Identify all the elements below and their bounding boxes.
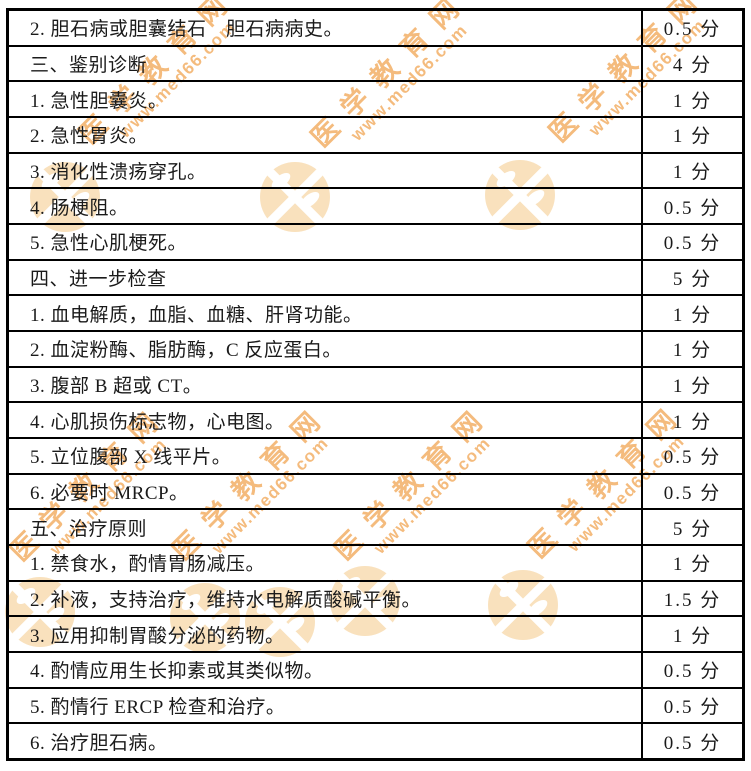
score-value: 1 分 (641, 296, 742, 331)
criterion-text: 1. 急性胆囊炎。 (30, 90, 168, 112)
section-row: 四、进一步检查 5 分 (9, 260, 742, 297)
table-row: 6. 必要时 MRCP。 0.5 分 (9, 474, 742, 511)
criterion-text: 三、鉴别诊断 (30, 55, 148, 76)
criterion-text: 2. 血淀粉酶、脂肪酶，C 反应蛋白。 (30, 340, 342, 362)
table-row: 2. 补液，支持治疗，维持水电解质酸碱平衡。 1.5 分 (9, 581, 742, 618)
criterion-text: 2. 补液，支持治疗，维持水电解质酸碱平衡。 (30, 590, 422, 612)
score-value: 4 分 (641, 46, 742, 81)
criterion-text: 3. 应用抑制胃酸分泌的药物。 (30, 625, 285, 647)
criterion-text: 3. 腹部 B 超或 CT。 (30, 376, 203, 398)
score-value: 1 分 (641, 332, 742, 366)
table-row: 1. 血电解质，血脂、血糖、肝肾功能。 1 分 (9, 296, 742, 333)
criterion-text: 4. 肠梗阻。 (30, 197, 129, 219)
score-value: 0.5 分 (641, 653, 742, 687)
score-value: 1 分 (641, 546, 742, 580)
table-row: 1. 急性胆囊炎。 1 分 (9, 82, 742, 119)
score-value: 0.5 分 (641, 11, 742, 45)
score-value: 1 分 (641, 118, 742, 152)
table-row: 2. 血淀粉酶、脂肪酶，C 反应蛋白。 1 分 (9, 332, 742, 368)
criterion-text: 1. 血电解质，血脂、血糖、肝肾功能。 (30, 304, 363, 326)
score-table: 2. 胆石病或胆囊结石 胆石病病史。 0.5 分 三、鉴别诊断 4 分 1. 急… (6, 8, 745, 761)
table-row: 4. 肠梗阻。 0.5 分 (9, 189, 742, 226)
table-row: 3. 应用抑制胃酸分泌的药物。 1 分 (9, 617, 742, 654)
score-value: 5 分 (641, 510, 742, 545)
criterion-text: 1. 禁食水，酌情胃肠减压。 (30, 554, 266, 576)
table-row: 6. 治疗胆石病。 0.5 分 (9, 724, 742, 759)
score-value: 1.5 分 (641, 581, 742, 616)
score-value: 1 分 (641, 367, 742, 402)
table-row: 2. 急性胃炎。 1 分 (9, 118, 742, 154)
table-row: 4. 心肌损伤标志物，心电图。 1 分 (9, 403, 742, 440)
table-row: 2. 胆石病或胆囊结石 胆石病病史。 0.5 分 (9, 11, 742, 47)
score-value: 0.5 分 (641, 189, 742, 224)
criterion-text: 4. 酌情应用生长抑素或其类似物。 (30, 661, 324, 683)
section-row: 三、鉴别诊断 4 分 (9, 46, 742, 83)
table-row: 3. 消化性溃疡穿孔。 1 分 (9, 153, 742, 190)
score-value: 0.5 分 (641, 474, 742, 509)
score-value: 1 分 (641, 617, 742, 652)
criterion-text: 5. 急性心肌梗死。 (30, 233, 188, 255)
criterion-text: 2. 胆石病或胆囊结石 胆石病病史。 (30, 19, 344, 41)
section-row: 五、治疗原则 5 分 (9, 510, 742, 547)
table-row: 1. 禁食水，酌情胃肠减压。 1 分 (9, 546, 742, 582)
score-value: 0.5 分 (641, 225, 742, 259)
criterion-text: 6. 必要时 MRCP。 (30, 483, 189, 505)
criterion-text: 5. 酌情行 ERCP 检查和治疗。 (30, 697, 286, 719)
score-value: 1 分 (641, 153, 742, 188)
score-value: 0.5 分 (641, 439, 742, 473)
score-value: 0.5 分 (641, 688, 742, 723)
score-value: 5 分 (641, 260, 742, 295)
score-value: 1 分 (641, 82, 742, 117)
criterion-text: 2. 急性胃炎。 (30, 126, 149, 148)
table-row: 5. 酌情行 ERCP 检查和治疗。 0.5 分 (9, 688, 742, 725)
table-row: 4. 酌情应用生长抑素或其类似物。 0.5 分 (9, 653, 742, 689)
criterion-text: 3. 消化性溃疡穿孔。 (30, 162, 207, 184)
score-value: 1 分 (641, 403, 742, 438)
criterion-text: 4. 心肌损伤标志物，心电图。 (30, 411, 285, 433)
criterion-text: 五、治疗原则 (30, 518, 148, 540)
table-row: 5. 立位腹部 X 线平片。 0.5 分 (9, 439, 742, 475)
criterion-text: 四、进一步检查 (30, 269, 167, 291)
score-value: 0.5 分 (641, 724, 742, 759)
criterion-text: 6. 治疗胆石病。 (30, 732, 168, 754)
criterion-text: 5. 立位腹部 X 线平片。 (30, 447, 232, 469)
table-row: 5. 急性心肌梗死。 0.5 分 (9, 225, 742, 261)
table-row: 3. 腹部 B 超或 CT。 1 分 (9, 367, 742, 404)
